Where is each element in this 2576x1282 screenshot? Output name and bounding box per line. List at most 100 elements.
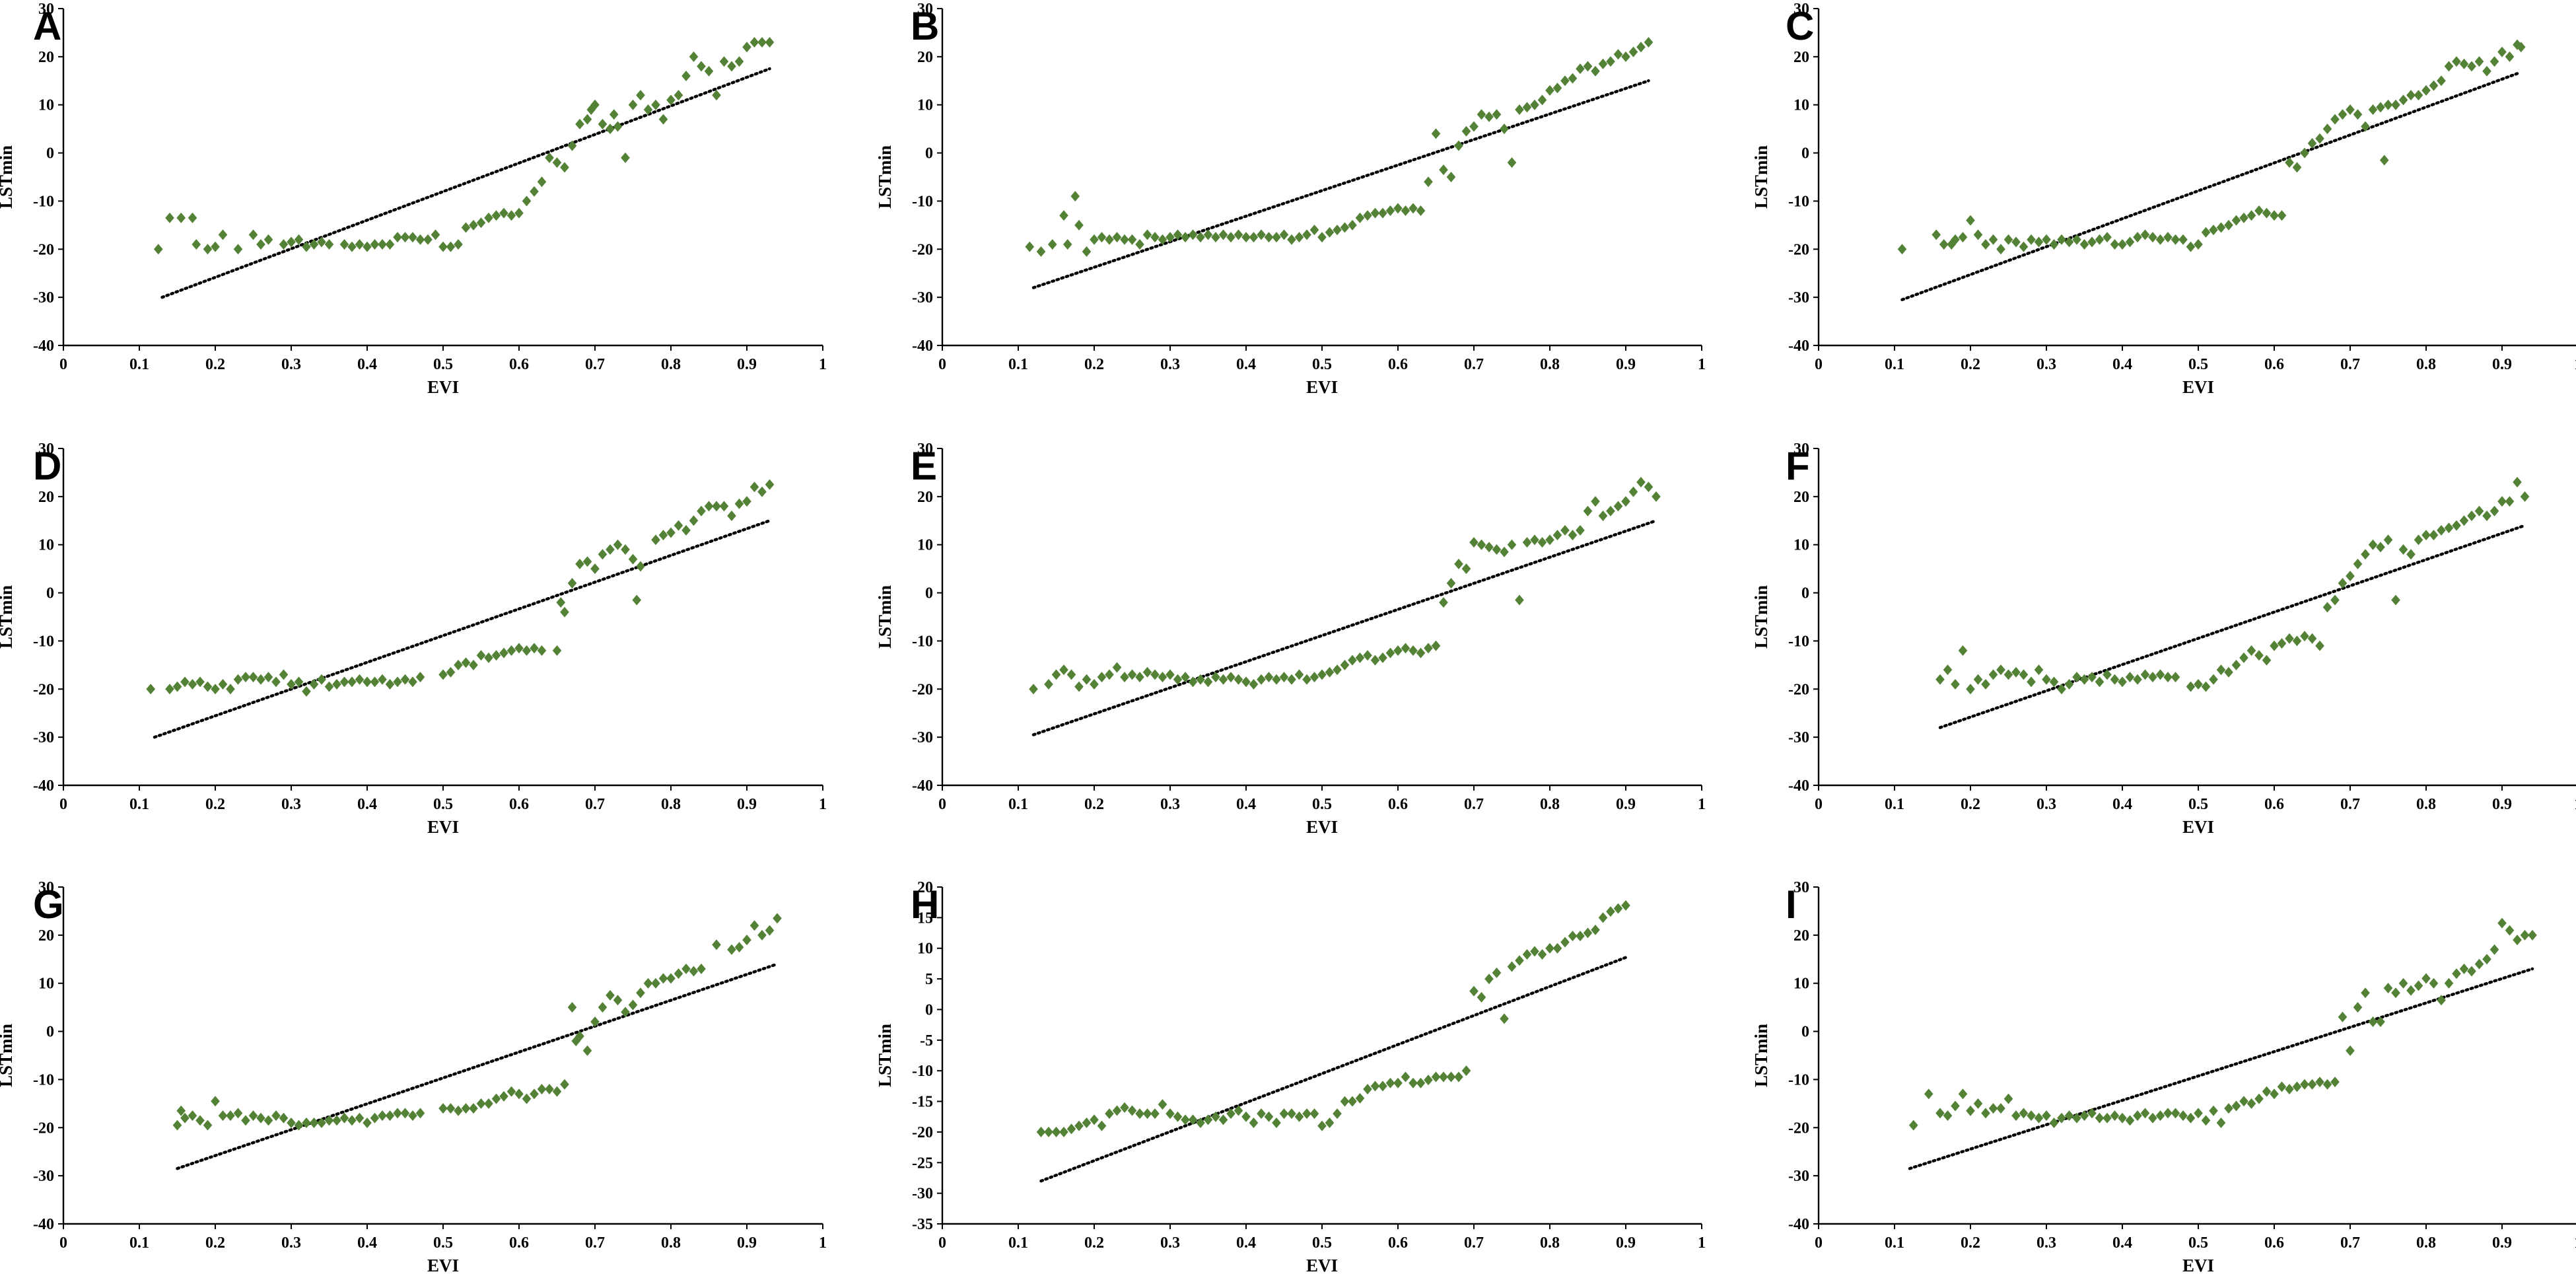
panel-d-y-tick-label: -30 (33, 729, 54, 746)
panel-e-y-tick-label: -40 (912, 777, 933, 795)
panel-c-data-point (2246, 210, 2256, 221)
panel-d-data-point (530, 643, 539, 654)
panel-h-data-point (1097, 1120, 1107, 1131)
panel-a-data-point (666, 94, 676, 106)
panel-e-data-point (1522, 537, 1532, 548)
panel-g-data-point (438, 1103, 448, 1114)
panel-a: A -40 -30 -20 -10 0 10 20 30 0 0.1 0.2 0.3 0.4 0.5 0.6 0… (0, 1, 827, 397)
panel-f-data-point (2095, 676, 2105, 688)
panel-c-y-tick-label: 30 (1793, 1, 1809, 18)
panel-b-y-tick-label: -10 (912, 193, 933, 210)
panel-e-x-tick-label: 0.4 (1236, 796, 1256, 813)
panel-c-data-point (2201, 227, 2211, 238)
panel-i-data-point (2489, 944, 2499, 955)
panel-h: H -35 -30 -25 -20 -15 -10 -5 0 5 10 15 20 0 0.1 0.2 0.3 0… (875, 879, 1706, 1275)
panel-f-y-tick-label: -40 (1788, 777, 1809, 795)
panel-h-data-point (1568, 931, 1578, 942)
panel-a-data-point (400, 232, 410, 243)
panel-c-y-tick-label: 10 (1793, 97, 1809, 114)
panel-g-data-point (757, 929, 767, 941)
panel-h-x-tick-label: 0.5 (1312, 1234, 1332, 1252)
panel-i-data-point (2087, 1108, 2097, 1119)
panel-h-data-point (1401, 1071, 1410, 1083)
panel-a-data-point (590, 99, 600, 110)
panel-e-x-tick-label: 1 (1698, 796, 1706, 813)
panel-d-data-point (332, 679, 341, 690)
panel-d-x-tick-label: 1 (819, 796, 827, 813)
panel-i-data-point (2049, 1118, 2059, 1128)
panel-f-x-tick-label: 0.8 (2416, 796, 2436, 813)
panel-d-data-point (476, 650, 486, 661)
panel-g-data-point (339, 1112, 349, 1123)
panel-h-y-tick-label: -30 (912, 1186, 933, 1203)
panel-d-data-point (339, 676, 349, 688)
panel-a-y-axis-title: LSTmin (0, 145, 16, 209)
panel-d-data-point (613, 539, 623, 550)
panel-b-data-point (1062, 239, 1072, 250)
panel-e-data-point (1166, 669, 1175, 680)
panel-f-data-point (2307, 633, 2317, 644)
panel-e-data-point (1090, 679, 1099, 690)
panel-h-data-point (1036, 1126, 1046, 1137)
panel-i-data-point (1966, 1105, 1975, 1116)
panel-i-y-tick-label: -20 (1788, 1120, 1809, 1137)
panel-h-data-point (1203, 1114, 1213, 1125)
panel-a-x-tick-label: 0.7 (585, 356, 605, 373)
panel-c-y-tick-label: -40 (1788, 338, 1809, 355)
panel-f-y-tick-label: 0 (1801, 585, 1809, 602)
panel-f-y-tick-label: 20 (1793, 489, 1809, 506)
panel-b-data-point (1439, 164, 1448, 176)
panel-i-data-point (2270, 1088, 2279, 1100)
panel-a-data-point (689, 51, 699, 62)
panel-b-letter: B (911, 4, 939, 48)
panel-a-data-point (347, 241, 357, 252)
panel-f-data-point (2346, 571, 2355, 582)
panel-f-x-tick-label: 0.1 (1885, 796, 1904, 813)
panel-b-data-point (1583, 61, 1593, 72)
panel-h-data-point (1424, 1075, 1433, 1086)
panel-i-x-tick-label: 0.6 (2264, 1234, 2284, 1252)
panel-b-data-point (1621, 51, 1630, 62)
panel-i-data-point (2346, 1045, 2355, 1056)
panel-f-y-axis-title: LSTmin (1751, 585, 1771, 649)
panel-h-data-point (1135, 1108, 1144, 1120)
panel-b-x-tick-label: 0.7 (1464, 356, 1484, 373)
panel-d-data-point (317, 674, 326, 685)
panel-e-data-point (1568, 530, 1578, 541)
panel-c-data-point (2110, 239, 2120, 250)
panel-i-data-point (2034, 1112, 2044, 1123)
panel-i-y-tick-label: -10 (1788, 1071, 1809, 1088)
panel-g-data-point (689, 966, 699, 977)
panel-g-data-point (195, 1115, 205, 1126)
panel-g-data-point (590, 1016, 600, 1027)
panel-i-x-tick-label: 0.1 (1885, 1234, 1904, 1252)
panel-f-x-tick-label: 1 (2574, 796, 2576, 813)
panel-b-data-point (1477, 109, 1486, 120)
panel-a-data-point (530, 186, 539, 197)
panel-d-data-point (704, 501, 714, 512)
panel-c-data-point (2353, 109, 2363, 120)
panel-f-data-point (2322, 602, 2332, 613)
panel-g-data-point (727, 944, 736, 955)
panel-h-data-point (1044, 1126, 1053, 1137)
panel-g-data-point (499, 1090, 508, 1102)
panel-c-data-point (2292, 162, 2302, 173)
panel-c-data-point (1932, 229, 1941, 240)
panel-h-data-point (1272, 1118, 1281, 1128)
panel-c-data-point (2079, 239, 2089, 250)
panel-f-data-point (2398, 544, 2408, 555)
panel-i-letter: I (1786, 882, 1797, 927)
panel-d-y-tick-label: 0 (46, 585, 54, 602)
panel-g-data-point (226, 1110, 235, 1122)
panel-b-data-point (1424, 176, 1433, 188)
panel-f-data-point (2429, 530, 2439, 541)
panel-f-data-point (2368, 539, 2378, 550)
panel-i-data-point (2429, 978, 2439, 989)
panel-b-y-tick-label: -40 (912, 338, 933, 355)
panel-g: G -40 -30 -20 -10 0 10 20 30 0 0.1 0.2 0.3 0.4 0.5 0.6 0… (0, 879, 827, 1275)
panel-i-data-point (1908, 1120, 1918, 1131)
panel-h-data-point (1059, 1126, 1068, 1137)
panel-e-data-point (1279, 672, 1289, 683)
panel-a-data-point (153, 244, 163, 255)
panel-f-y-tick-label: 30 (1793, 441, 1809, 458)
